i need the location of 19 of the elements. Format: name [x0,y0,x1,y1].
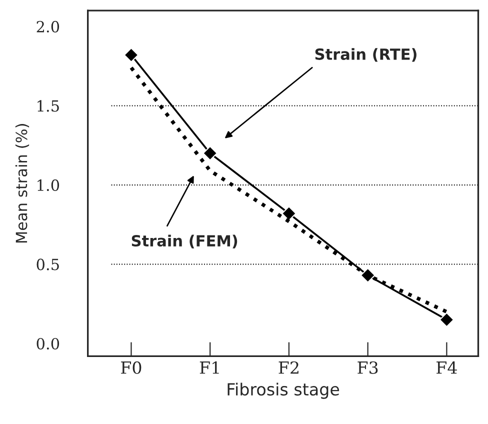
y-tick-label: 2.0 [36,20,60,32]
y-tick-label: 0.5 [36,258,59,270]
x-tick-label: F4 [436,361,457,374]
x-axis-title: Fibrosis stage [228,382,340,399]
point [124,48,139,62]
annotation: Strain (RTE) [315,48,416,62]
annotation: Strain (FEM) [132,234,238,248]
point [282,206,296,221]
y-tick-label: 1.5 [38,100,59,112]
point [202,146,218,161]
x-tick-label: F0 [121,361,142,374]
point [439,312,454,328]
y-axis-title: Mean strain (%) [15,124,30,243]
point [360,268,376,283]
x-tick-label: F2 [278,361,298,374]
y-tick-label: 1.0 [38,179,60,191]
x-tick-label: F3 [358,361,378,374]
y-tick-label: 0.0 [36,338,60,350]
x-tick-label: F1 [200,361,219,374]
